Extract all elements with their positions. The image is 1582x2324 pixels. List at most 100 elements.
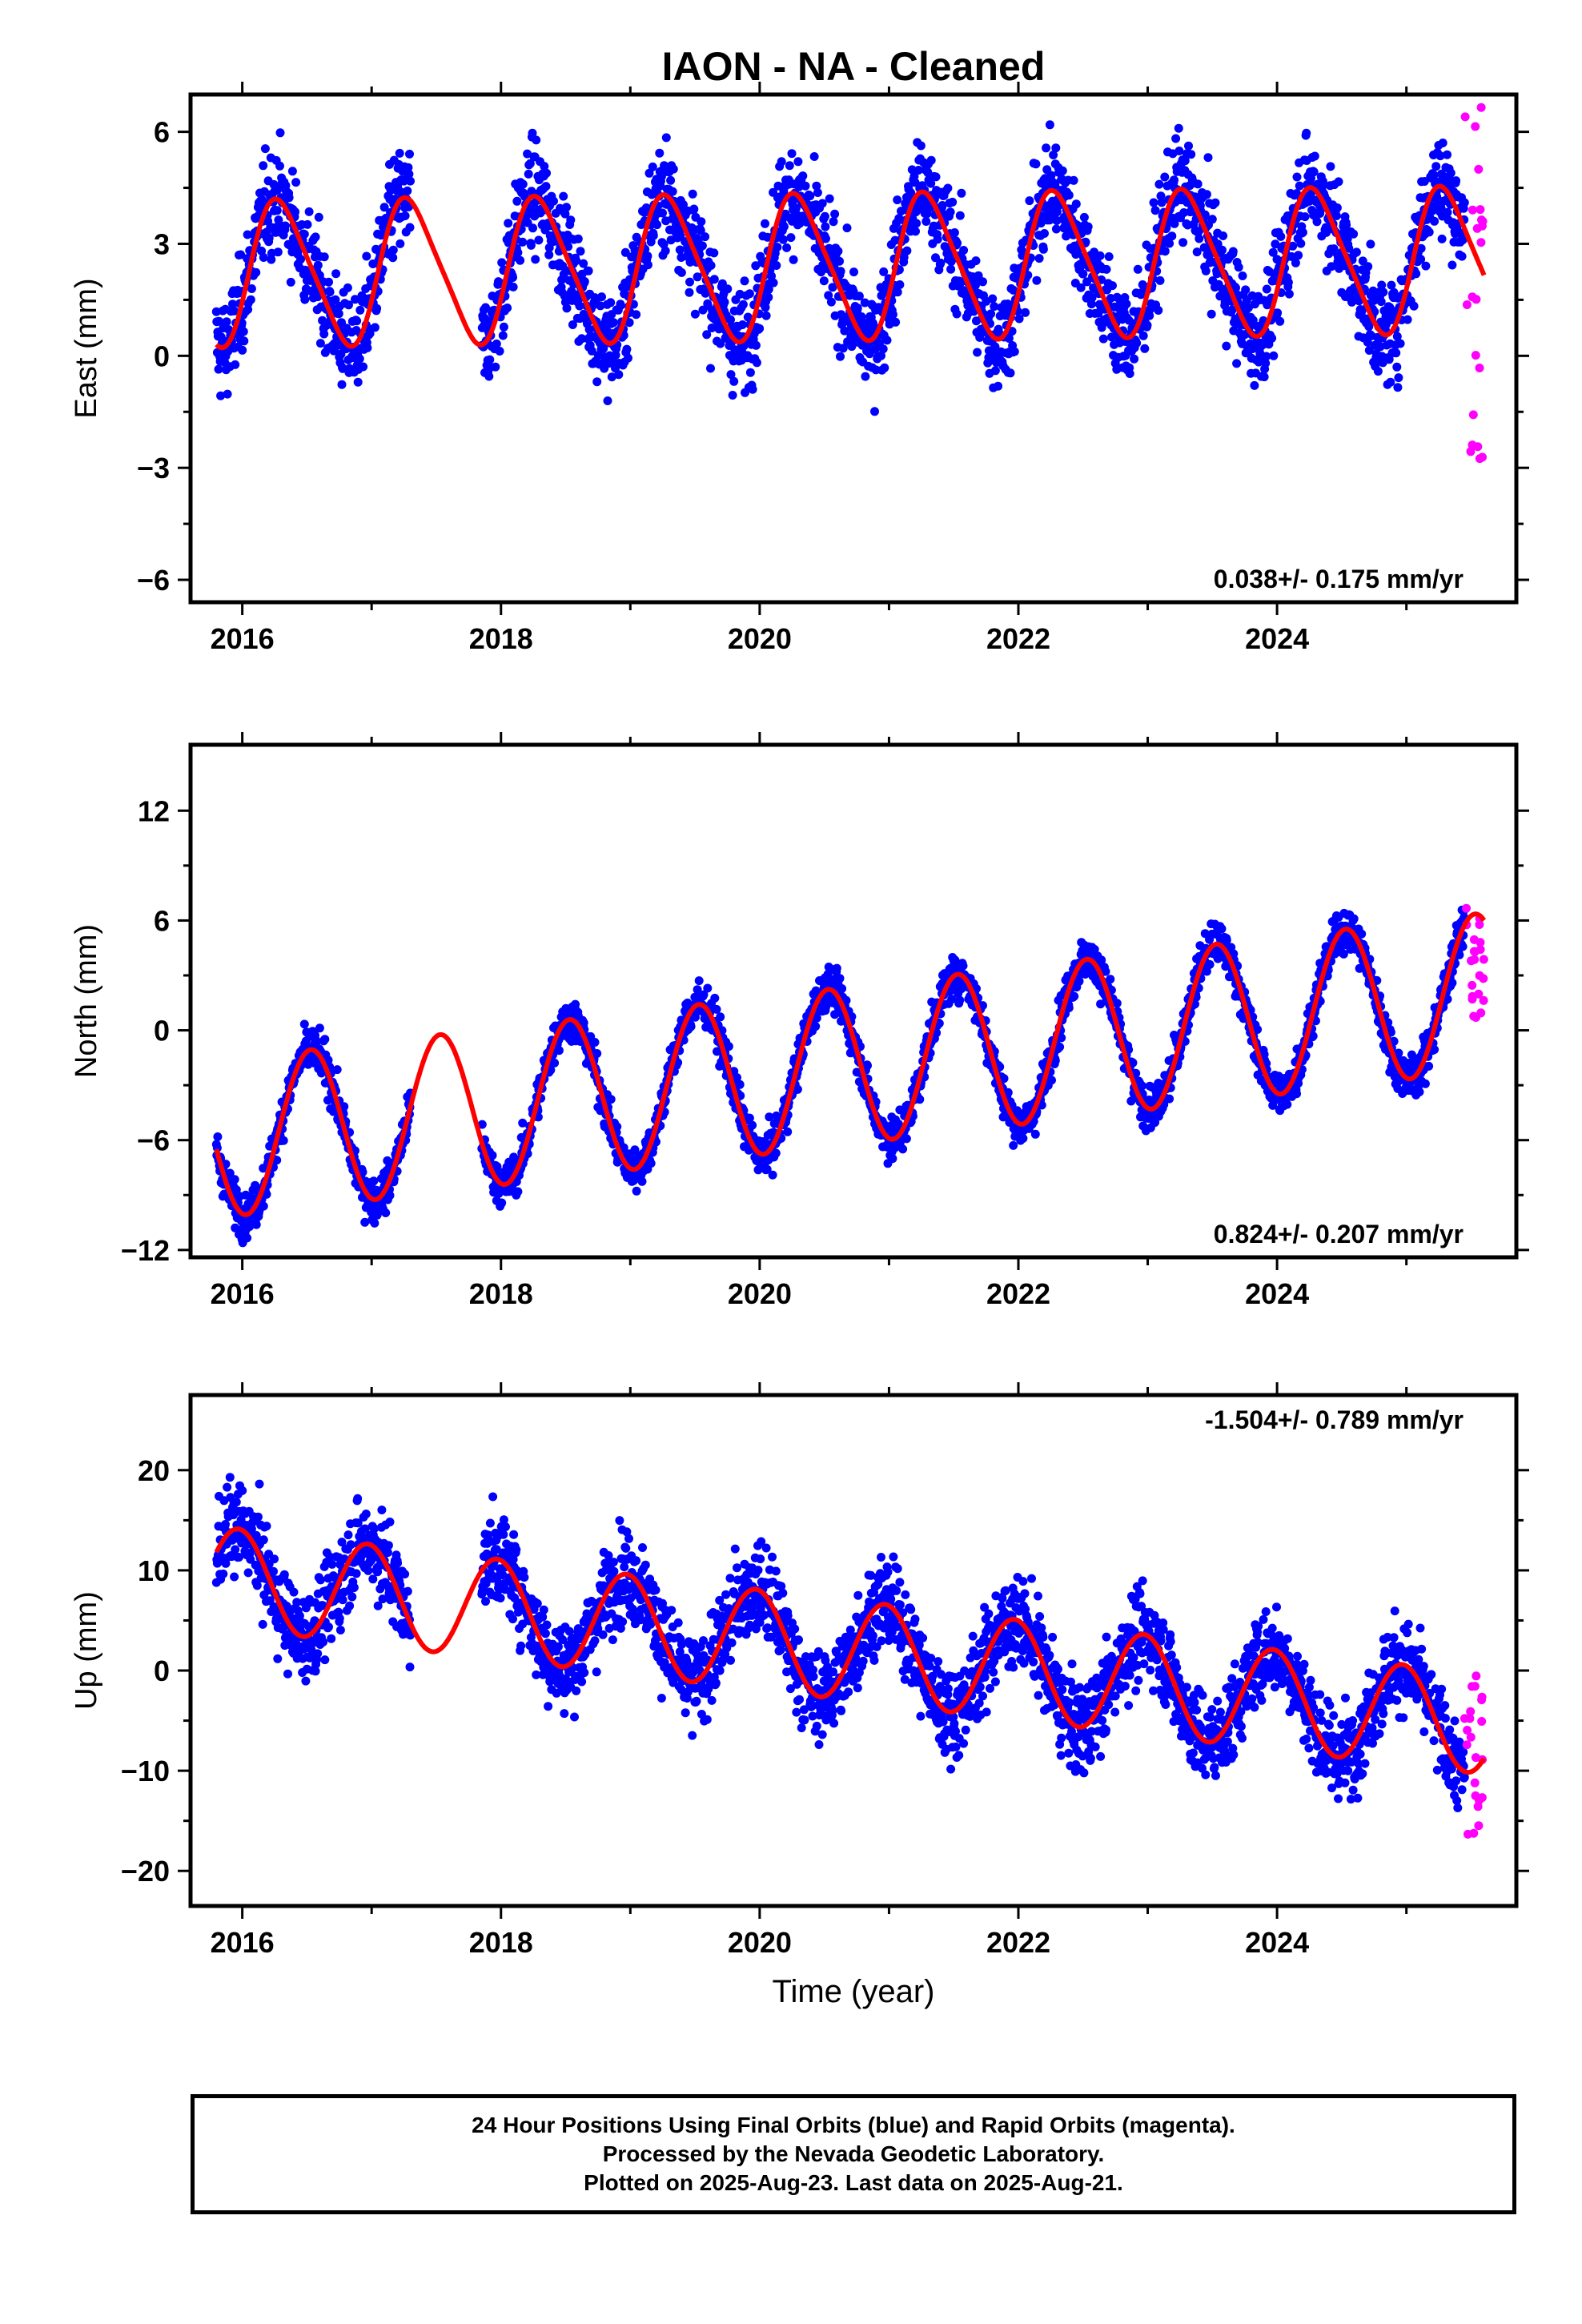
data-point [1222, 341, 1231, 351]
data-point [946, 264, 956, 274]
data-point [1452, 176, 1461, 186]
data-point [311, 232, 320, 242]
rapid-point [1466, 447, 1476, 456]
data-point [513, 247, 523, 257]
data-point [986, 309, 996, 319]
data-point [836, 352, 845, 361]
data-point [338, 364, 347, 373]
data-point [492, 339, 501, 348]
data-point [1332, 203, 1342, 212]
data-point [245, 1222, 255, 1232]
x-tick-label: 2022 [986, 622, 1050, 655]
data-point [959, 246, 969, 255]
data-point [1392, 332, 1402, 341]
data-point [988, 294, 998, 304]
data-point [1457, 251, 1467, 261]
data-point [948, 197, 958, 207]
data-point [1165, 1094, 1174, 1104]
data-point [1271, 239, 1280, 249]
data-point [709, 248, 719, 258]
data-point [955, 211, 965, 220]
data-point [524, 169, 533, 179]
data-point [946, 257, 956, 267]
data-point [314, 212, 323, 222]
data-point [579, 1018, 588, 1027]
data-point [272, 206, 282, 215]
data-point [1178, 238, 1188, 247]
data-point [299, 229, 309, 239]
data-layer [211, 903, 1488, 1248]
data-point [1156, 191, 1166, 201]
data-point [1363, 337, 1372, 347]
data-point [648, 231, 658, 240]
data-point [1436, 203, 1446, 213]
data-point [1298, 227, 1307, 237]
data-point [516, 255, 525, 265]
data-point [824, 291, 833, 300]
data-point [1243, 303, 1253, 312]
data-point [694, 976, 704, 986]
data-point [1071, 199, 1081, 209]
data-point [994, 381, 1003, 391]
data-point [262, 1189, 271, 1199]
data-point [1342, 220, 1351, 230]
data-point [1300, 212, 1310, 222]
data-point [564, 242, 573, 251]
y-tick-label: 6 [154, 116, 170, 149]
data-point [791, 203, 801, 213]
data-point [228, 300, 237, 309]
data-point [716, 1012, 725, 1022]
data-point [230, 1175, 239, 1184]
data-point [1055, 1042, 1065, 1051]
data-point [544, 250, 554, 259]
data-point [498, 331, 508, 340]
data-point [1366, 239, 1375, 249]
data-point [895, 280, 905, 289]
data-point [668, 187, 677, 196]
rapid-point [1471, 122, 1480, 131]
data-point [258, 195, 267, 205]
data-point [821, 234, 830, 243]
data-point [1076, 283, 1086, 292]
data-point [729, 376, 739, 386]
data-point [1379, 287, 1388, 297]
data-point [1424, 227, 1434, 237]
data-point [1273, 308, 1283, 318]
data-point [658, 208, 667, 218]
data-point [1154, 306, 1163, 315]
data-point [503, 304, 512, 312]
chart-title: IAON - NA - Cleaned [662, 44, 1046, 89]
data-point [689, 204, 699, 214]
data-point [372, 304, 382, 313]
data-point [518, 179, 528, 189]
data-point [1309, 167, 1319, 177]
data-point [767, 271, 776, 281]
data-point [685, 287, 694, 297]
data-point [568, 320, 577, 329]
data-point [1349, 229, 1359, 239]
data-point [764, 292, 773, 302]
data-point [688, 189, 697, 199]
data-point [1296, 239, 1306, 248]
data-point [592, 377, 602, 387]
data-point [560, 209, 570, 219]
data-point [279, 1136, 288, 1145]
data-point [1195, 234, 1204, 243]
data-point [840, 326, 849, 336]
data-point [1386, 377, 1395, 387]
data-point [523, 149, 532, 159]
data-point [359, 362, 368, 372]
data-point [829, 217, 838, 227]
data-point [697, 241, 707, 251]
data-point [331, 269, 341, 279]
data-point [1376, 297, 1386, 307]
data-point [616, 300, 625, 310]
data-point [696, 226, 705, 235]
data-point [877, 351, 885, 360]
data-point [485, 355, 495, 364]
data-point [793, 157, 803, 167]
data-point [1267, 333, 1277, 343]
data-point [637, 1176, 647, 1186]
data-point [1363, 262, 1373, 271]
